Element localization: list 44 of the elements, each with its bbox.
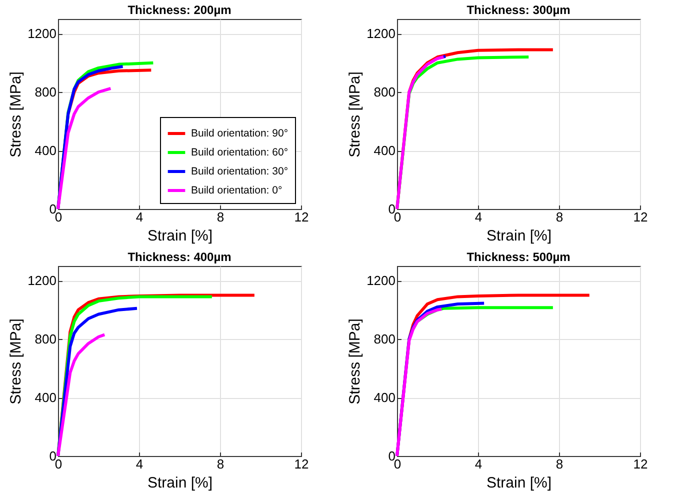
legend-label: Build orientation: 0° <box>191 184 282 196</box>
x-tick-label: 12 <box>294 456 309 472</box>
x-axis-title: Strain [%] <box>147 474 213 492</box>
x-tick-label: 12 <box>633 210 648 224</box>
x-tick-label: 12 <box>294 210 309 224</box>
x-tick-label: 8 <box>216 456 224 472</box>
x-axis-title: Strain [%] <box>147 228 213 244</box>
chart-title: Thickness: 400µm <box>128 250 232 264</box>
y-tick-label: 400 <box>374 143 396 158</box>
y-tick-label: 400 <box>34 143 56 158</box>
y-tick-label: 400 <box>374 390 396 406</box>
legend-label: Build orientation: 30° <box>191 166 288 178</box>
chart-title: Thickness: 500µm <box>466 250 570 264</box>
legend-label: Build orientation: 90° <box>191 128 288 140</box>
y-axis-title: Stress [MPa] <box>8 318 25 404</box>
chart-title: Thickness: 200µm <box>128 3 232 17</box>
x-tick-label: 8 <box>556 210 564 224</box>
chart-title: Thickness: 300µm <box>466 3 570 17</box>
y-tick-label: 1200 <box>366 273 396 288</box>
x-axis-title: Strain [%] <box>486 228 552 244</box>
x-tick-label: 4 <box>136 456 144 472</box>
line-series <box>396 308 444 458</box>
legend-label: Build orientation: 60° <box>191 146 288 158</box>
line-series <box>396 56 446 210</box>
y-tick-label: 1200 <box>28 26 56 42</box>
y-axis-title: Stress [MPa] <box>346 72 364 158</box>
x-tick-label: 12 <box>633 456 648 472</box>
x-tick-label: 4 <box>474 456 482 472</box>
x-tick-label: 4 <box>136 210 144 224</box>
x-axis-title: Strain [%] <box>486 474 552 492</box>
y-tick-label: 800 <box>374 84 396 100</box>
y-axis-title: Stress [MPa] <box>346 318 364 404</box>
x-tick-label: 8 <box>216 210 224 224</box>
line-series <box>56 333 106 458</box>
y-tick-label: 800 <box>34 332 56 347</box>
y-tick-label: 1200 <box>366 26 396 42</box>
y-tick-label: 1200 <box>28 273 56 288</box>
y-axis-title: Stress [MPa] <box>8 72 25 158</box>
y-tick-label: 400 <box>34 390 56 406</box>
y-tick-label: 800 <box>374 332 396 347</box>
x-tick-label: 8 <box>556 456 564 472</box>
y-tick-label: 800 <box>34 84 56 100</box>
line-series <box>56 86 112 210</box>
x-tick-label: 4 <box>474 210 482 224</box>
